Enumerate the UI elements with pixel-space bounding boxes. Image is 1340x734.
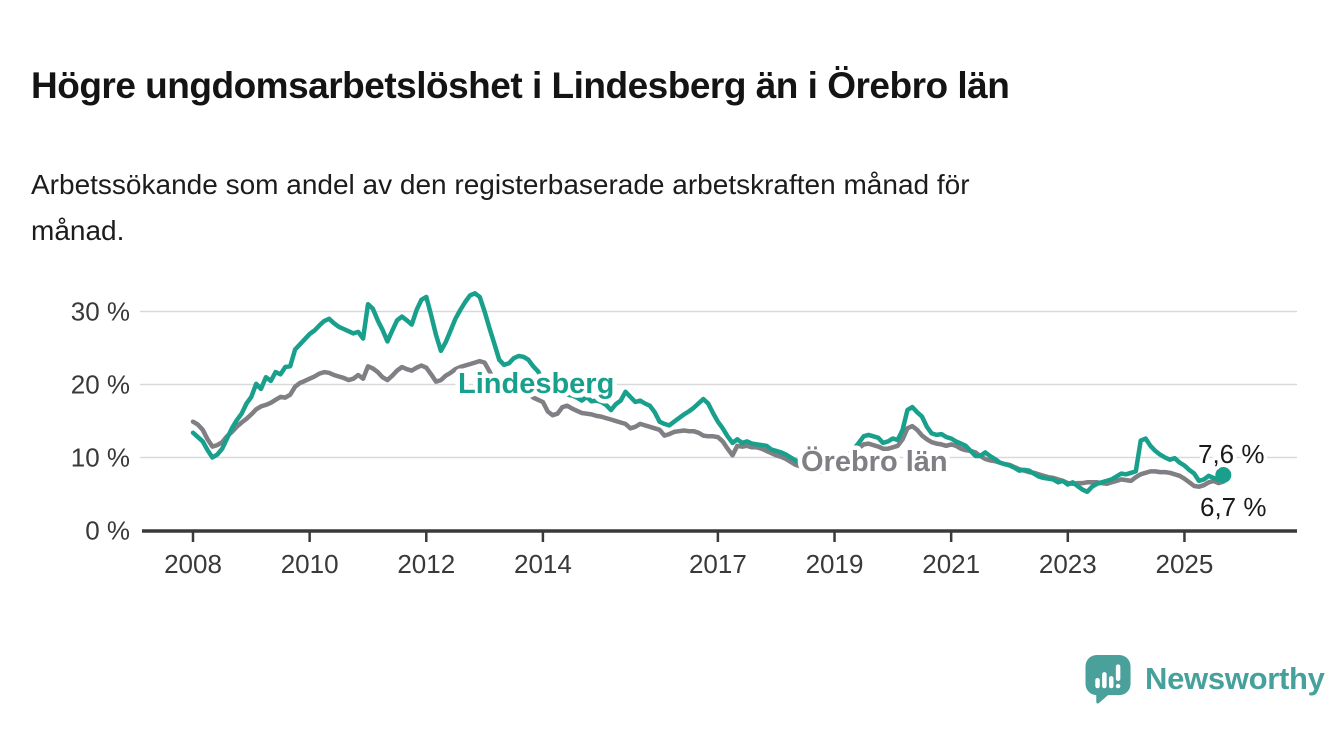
x-tick-label-2014: 2014: [514, 549, 572, 579]
logo-text: Newsworthy: [1145, 661, 1325, 696]
y-tick-label-10: 10 %: [71, 443, 130, 473]
subtitle-line-1: Arbetssökande som andel av den registerb…: [31, 169, 970, 200]
x-axis: 0 % 10 % 20 % 30 % 2008 2010 2012 2014 2017 2019 2…: [71, 297, 1297, 579]
speech-bubble-shape: [1085, 655, 1131, 704]
x-tick-label-2019: 2019: [806, 549, 864, 579]
data-series: [190, 291, 1232, 495]
x-tick-label-2025: 2025: [1156, 549, 1214, 579]
x-tick-label-2008: 2008: [164, 549, 222, 579]
series-label--rebro-l-n-halo: Örebro län: [801, 445, 948, 478]
y-tick-label-20: 20 %: [71, 370, 130, 400]
page-title: Högre ungdomsarbetslöshet i Lindesberg ä…: [31, 64, 1010, 106]
end-value-label-1-halo: 6,7 %: [1200, 492, 1267, 522]
newsworthy-logo: Newsworthy: [1085, 653, 1325, 705]
series-line-lindesberg: [190, 291, 1226, 495]
chart-subtitle: Arbetssökande som andel av den registerb…: [31, 162, 1311, 254]
x-tick-label-2010: 2010: [281, 549, 339, 579]
end-value-label-0-halo: 7,6 %: [1198, 439, 1265, 469]
x-tick-label-2021: 2021: [922, 549, 980, 579]
series-line--rebro-l-n: [190, 358, 1226, 489]
gridlines: [140, 310, 1297, 459]
exclamation-bar: [1115, 664, 1121, 681]
bar-3: [1108, 676, 1114, 689]
x-tick-label-2017: 2017: [689, 549, 747, 579]
series-end-dot-lindesberg: [1215, 467, 1232, 484]
end-value-label-1: 6,7 %: [1200, 492, 1267, 522]
series-label--rebro-l-n: Örebro län: [801, 445, 948, 478]
bar-1: [1095, 678, 1100, 689]
series-label-lindesberg-halo: Lindesberg: [458, 368, 614, 400]
end-value-label-0: 7,6 %: [1198, 439, 1265, 469]
bar-2: [1102, 672, 1107, 689]
exclamation-dot: [1115, 683, 1121, 689]
newsworthy-speech-bubble-bar-chart-icon: [1085, 655, 1131, 704]
series-label-lindesberg: Lindesberg: [458, 368, 614, 400]
subtitle-line-2: månad.: [31, 215, 125, 246]
y-tick-label-30: 30 %: [71, 297, 130, 327]
x-tick-label-2023: 2023: [1039, 549, 1097, 579]
x-tick-label-2012: 2012: [397, 549, 455, 579]
y-tick-label-0: 0 %: [85, 516, 130, 546]
